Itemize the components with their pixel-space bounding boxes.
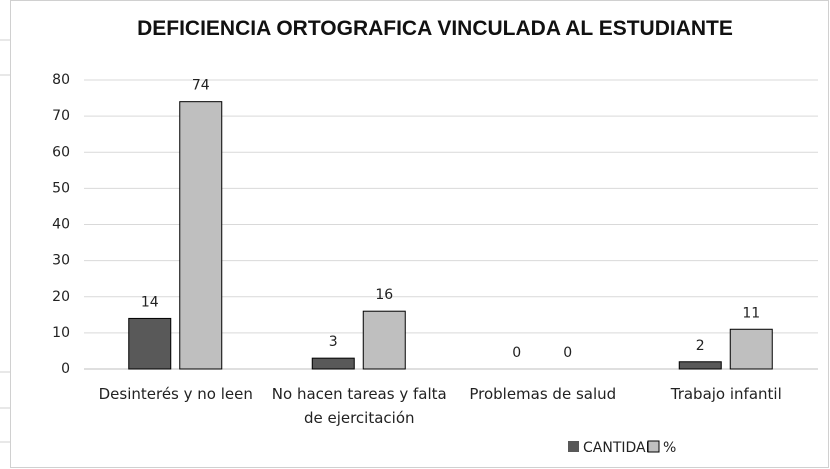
y-tick-label: 40 bbox=[52, 217, 70, 233]
y-tick-label: 10 bbox=[52, 325, 70, 341]
chart-title: DEFICIENCIA ORTOGRAFICA VINCULADA AL EST… bbox=[137, 17, 733, 40]
data-label: 14 bbox=[141, 294, 159, 310]
x-tick-label: Problemas de salud bbox=[469, 385, 617, 403]
data-label: 2 bbox=[696, 338, 705, 354]
x-tick-label: Trabajo infantil bbox=[670, 385, 782, 403]
y-tick-label: 60 bbox=[52, 144, 70, 160]
bar bbox=[311, 357, 355, 370]
x-tick-label: No hacen tareas y falta de ejercitación bbox=[271, 385, 447, 427]
y-tick-label: 0 bbox=[61, 361, 70, 377]
bar bbox=[729, 328, 773, 370]
data-label: 0 bbox=[512, 345, 521, 361]
y-tick-label: 70 bbox=[52, 108, 70, 124]
y-tick-label: 50 bbox=[52, 180, 70, 196]
data-label: 16 bbox=[375, 287, 393, 303]
legend-label: % bbox=[663, 440, 676, 456]
bar bbox=[128, 317, 172, 370]
y-tick-label: 30 bbox=[52, 253, 70, 269]
y-tick-label: 20 bbox=[52, 289, 70, 305]
data-label: 74 bbox=[192, 78, 210, 94]
legend-swatch bbox=[568, 441, 579, 452]
bar bbox=[678, 361, 722, 370]
y-tick-label: 80 bbox=[52, 72, 70, 88]
bar bbox=[362, 310, 406, 370]
data-label: 3 bbox=[329, 334, 338, 350]
bar bbox=[179, 101, 223, 370]
x-tick-label: Desinterés y no leen bbox=[98, 385, 253, 403]
legend-swatch bbox=[647, 440, 660, 453]
data-label: 11 bbox=[742, 305, 760, 321]
legend-label: CANTIDAD bbox=[583, 440, 656, 456]
data-label: 0 bbox=[563, 345, 572, 361]
frame bbox=[10, 0, 829, 468]
